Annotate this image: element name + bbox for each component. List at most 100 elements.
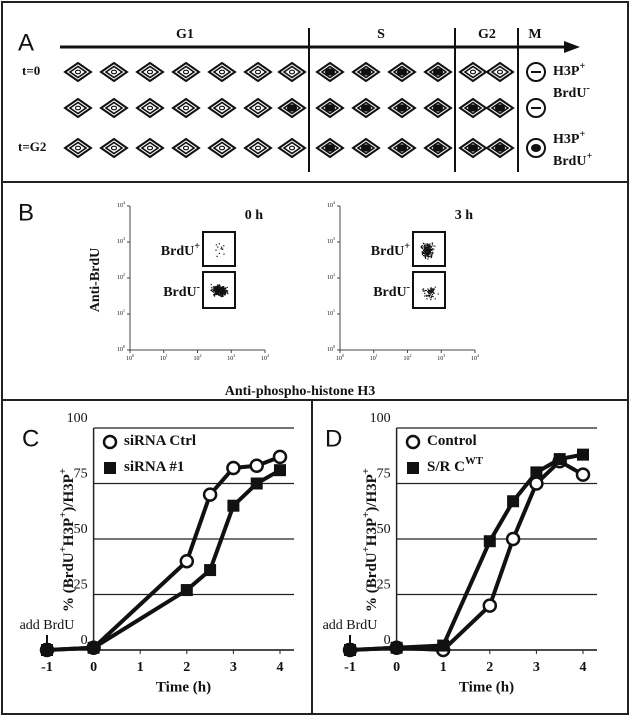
event-dot	[219, 291, 222, 293]
cell	[387, 97, 417, 119]
event-dot	[432, 252, 434, 255]
tick-exponent: 0	[132, 353, 134, 358]
event-dot	[429, 292, 431, 295]
tick-base: 10	[370, 356, 376, 362]
x-tick-label: 101	[160, 353, 168, 362]
event-dot	[218, 285, 220, 287]
mitotic-nucleus	[531, 144, 541, 152]
text-part: % (BrdU	[61, 552, 77, 612]
event-dot	[427, 243, 429, 246]
superscript: -	[407, 282, 410, 293]
text-part: H3P	[61, 518, 77, 546]
y-tick-label: 50	[74, 522, 88, 537]
event-dot	[422, 252, 424, 254]
tick-exponent: 4	[333, 200, 335, 205]
event-dot	[214, 290, 216, 292]
x-tick-label: 4	[277, 660, 284, 675]
x-axis-title: Time (h)	[156, 679, 211, 695]
event-dot	[423, 255, 425, 257]
cell	[99, 97, 129, 119]
event-dot	[424, 251, 426, 254]
event-dot	[430, 289, 433, 291]
event-dot	[214, 293, 216, 295]
event-dot	[213, 293, 215, 295]
event-dot	[426, 243, 428, 245]
event-dot	[434, 298, 436, 300]
phase-label: G2	[478, 27, 496, 42]
y-tick-label: 100	[327, 344, 335, 353]
event-dot	[217, 290, 219, 292]
cell-nucleus	[360, 104, 372, 112]
series-line	[46, 454, 281, 652]
event-dot	[432, 291, 434, 293]
tick-exponent: 3	[333, 236, 335, 241]
event-dot	[430, 288, 432, 290]
event-dot	[220, 296, 223, 298]
event-dot	[424, 253, 427, 255]
event-dot	[427, 250, 429, 252]
event-dot	[422, 288, 425, 290]
event-dot	[424, 255, 426, 257]
cell-nucleus	[182, 69, 190, 75]
event-dot	[427, 254, 429, 257]
data-point	[505, 531, 521, 547]
data-point	[87, 641, 100, 654]
event-dot	[425, 294, 427, 296]
cell-nucleus	[324, 104, 336, 112]
event-dot	[220, 248, 222, 250]
event-dot	[426, 249, 428, 251]
event-dot	[216, 255, 218, 258]
time-label: t=G2	[18, 139, 46, 154]
cell	[387, 61, 417, 83]
event-dot	[218, 243, 220, 245]
gate	[202, 271, 236, 309]
event-dot	[429, 245, 431, 247]
cell-nucleus	[254, 69, 262, 75]
event-dot	[432, 295, 434, 298]
x-tick-label: -1	[41, 660, 53, 675]
cell-nucleus	[182, 145, 190, 151]
event-dot	[213, 286, 215, 288]
x-tick-label: 104	[471, 353, 479, 362]
event-dot	[430, 249, 432, 251]
event-dot	[430, 255, 432, 257]
event-dot	[429, 245, 431, 247]
superscript: +	[579, 61, 585, 72]
event-dot	[430, 290, 432, 292]
superscript: +	[360, 468, 372, 474]
event-dot	[221, 290, 223, 292]
data-point	[577, 448, 589, 461]
x-tick-label: 0	[393, 660, 400, 675]
x-tick-label: 103	[437, 353, 445, 362]
event-dot	[422, 242, 425, 244]
superscript: -	[197, 282, 200, 293]
gate	[202, 231, 236, 267]
text-part: S/R C	[427, 459, 465, 475]
event-dot	[218, 291, 220, 293]
gate	[412, 231, 446, 267]
event-dot	[426, 246, 428, 248]
event-dot	[213, 287, 216, 290]
event-dot	[212, 290, 214, 293]
event-dot	[221, 291, 223, 293]
event-dot	[431, 243, 434, 245]
event-dot	[210, 283, 212, 286]
tick-base: 10	[117, 275, 123, 281]
event-dot	[427, 249, 429, 251]
data-point	[250, 477, 263, 490]
cell-nucleus	[396, 68, 408, 76]
data-point	[390, 641, 403, 654]
cell-nucleus	[288, 69, 296, 75]
event-dot	[426, 298, 428, 300]
event-dot	[432, 251, 434, 253]
event-dot	[424, 243, 426, 245]
legend-marker	[407, 462, 419, 474]
legend-marker	[104, 462, 116, 474]
event-dot	[217, 288, 220, 291]
cell-nucleus	[146, 145, 154, 151]
cell	[423, 137, 453, 159]
event-dot	[217, 287, 219, 289]
plot-axes	[339, 206, 475, 351]
event-dot	[428, 294, 430, 296]
